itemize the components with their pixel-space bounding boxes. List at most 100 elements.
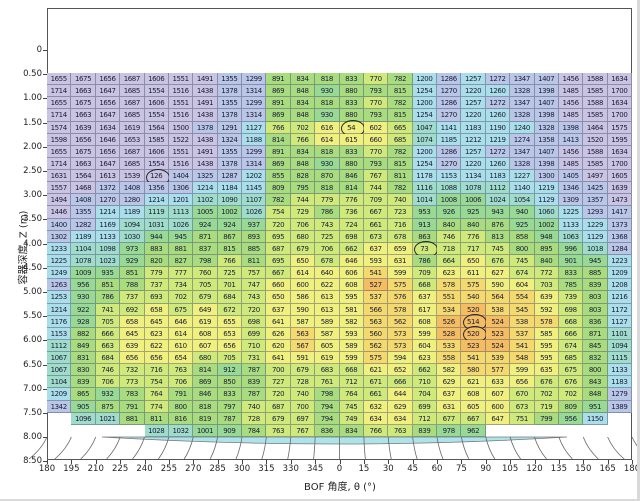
heatmap-cell: 562: [388, 315, 413, 328]
heatmap-cell: 820: [144, 255, 169, 268]
heatmap-cell: 754: [266, 206, 291, 219]
heatmap-cell: 930: [315, 85, 340, 98]
heatmap-cell: 836: [583, 315, 608, 328]
heatmap-cell: 1200: [412, 73, 437, 86]
heatmap-cell: 743: [242, 291, 267, 304]
heatmap-cell: 791: [120, 400, 145, 413]
heatmap-cell: 644: [388, 388, 413, 401]
heatmap-cell: 620: [266, 339, 291, 353]
heatmap-cell: 1456: [558, 73, 584, 86]
heatmap-cell: 635: [534, 364, 559, 377]
heatmap-cell: 1356: [144, 182, 169, 195]
heatmap-cell: 684: [95, 352, 121, 365]
heatmap-cell: 1675: [71, 145, 96, 158]
heatmap-cell: 699: [242, 327, 267, 340]
heatmap-cell: 725: [315, 230, 340, 243]
heatmap-cell: 1202: [242, 170, 267, 183]
x-tick-label: 30: [382, 464, 394, 474]
heatmap-cell: 1407: [534, 73, 559, 86]
heatmap-cell: 646: [339, 255, 364, 268]
heatmap-cell: 1153: [47, 327, 72, 340]
heatmap-cell: 871: [193, 230, 218, 243]
heatmap-cell: 676: [558, 376, 584, 389]
x-tick-mark: [95, 460, 97, 464]
heatmap-cell: 683: [315, 364, 340, 377]
heatmap-cell: 1613: [95, 170, 121, 183]
heatmap-cell: 962: [461, 424, 486, 437]
heatmap-cell: 710: [242, 339, 267, 353]
y-tick-label: 6.50: [23, 359, 42, 370]
x-tick-mark: [290, 460, 292, 464]
heatmap-cell: 656: [144, 352, 169, 365]
heatmap-cell: 1219: [534, 182, 559, 195]
heatmap-cell: 788: [120, 279, 145, 292]
heatmap-cell: 1408: [71, 194, 96, 207]
heatmap-cell: 848: [290, 157, 316, 171]
heatmap-cell: 725: [217, 267, 242, 280]
heatmap-cell: 1585: [583, 157, 608, 171]
heatmap-cell: 667: [266, 267, 291, 280]
heatmap-cell: 1133: [558, 218, 584, 231]
heatmap-cell: 712: [412, 412, 437, 425]
heatmap-cell: 717: [461, 242, 486, 255]
heatmap-cell: 1468: [71, 182, 96, 195]
heatmap-cell: 541: [363, 267, 389, 280]
heatmap-cell: 1456: [558, 145, 584, 158]
heatmap-cell: 605: [461, 400, 486, 413]
heatmap-cell: 554: [510, 291, 535, 304]
heatmap-cell: 679: [266, 412, 291, 425]
heatmap-cell: 880: [339, 85, 364, 98]
heatmap-cell: 702: [168, 291, 194, 304]
heatmap-cell: 773: [120, 376, 145, 389]
x-tick-mark: [217, 460, 219, 464]
heatmap-cell: 614: [290, 267, 316, 280]
heatmap-cell: 1112: [47, 339, 72, 353]
heatmap-cell: 649: [193, 303, 218, 316]
heatmap-cell: 586: [290, 291, 316, 304]
heatmap-cell: 819: [193, 412, 218, 425]
heatmap-cell: 578: [388, 303, 413, 316]
heatmap-cell: 1378: [217, 109, 242, 122]
heatmap-cell: 1328: [510, 109, 535, 122]
heatmap-cell: 613: [315, 291, 340, 304]
heatmap-cell: 575: [363, 352, 389, 365]
heatmap-cell: 793: [363, 85, 389, 98]
heatmap-cell: 709: [363, 194, 389, 207]
heatmap-cell: 623: [144, 327, 169, 340]
heatmap-cell: 1714: [47, 157, 72, 171]
heatmap-cell: 629: [388, 400, 413, 413]
x-tick-label: 285: [209, 464, 226, 474]
heatmap-cell: 582: [339, 315, 364, 328]
heatmap-cell: 1107: [242, 194, 267, 207]
heatmap-cell: 978: [437, 424, 462, 437]
heatmap-cell: 1588: [583, 145, 608, 158]
heatmap-cell: 880: [339, 109, 364, 122]
heatmap-cell: 580: [461, 364, 486, 377]
heatmap-cell: 667: [461, 412, 486, 425]
x-tick-mark: [144, 460, 146, 464]
heatmap-cell: 1631: [47, 170, 72, 183]
heatmap-cell: 1225: [47, 255, 72, 268]
x-tick-mark: [485, 460, 487, 464]
heatmap-cell: 697: [290, 412, 316, 425]
heatmap-cell: 786: [315, 206, 340, 219]
heatmap-cell: 763: [168, 364, 194, 377]
heatmap-cell: 833: [339, 73, 364, 86]
heatmap-cell: 653: [217, 327, 242, 340]
x-axis-title: BOF 角度, θ (°): [304, 482, 376, 493]
heatmap-cell: 787: [242, 388, 267, 401]
y-tick-mark: [43, 437, 47, 439]
heatmap-cell: 1378: [217, 85, 242, 98]
heatmap-cell: 704: [412, 388, 437, 401]
heatmap-cell: 1355: [217, 145, 242, 158]
heatmap-cell: 606: [339, 267, 364, 280]
heatmap-cell: 1491: [193, 97, 218, 110]
heatmap-cell: 1522: [168, 133, 194, 146]
heatmap-cell: 1398: [558, 121, 584, 134]
heatmap-cell: 800: [583, 364, 608, 377]
heatmap-cell: 1407: [534, 97, 559, 110]
x-tick-label: 345: [307, 464, 324, 474]
heatmap-cell: 700: [266, 364, 291, 377]
heatmap-cell: 1554: [144, 157, 169, 171]
x-tick-mark: [388, 460, 390, 464]
